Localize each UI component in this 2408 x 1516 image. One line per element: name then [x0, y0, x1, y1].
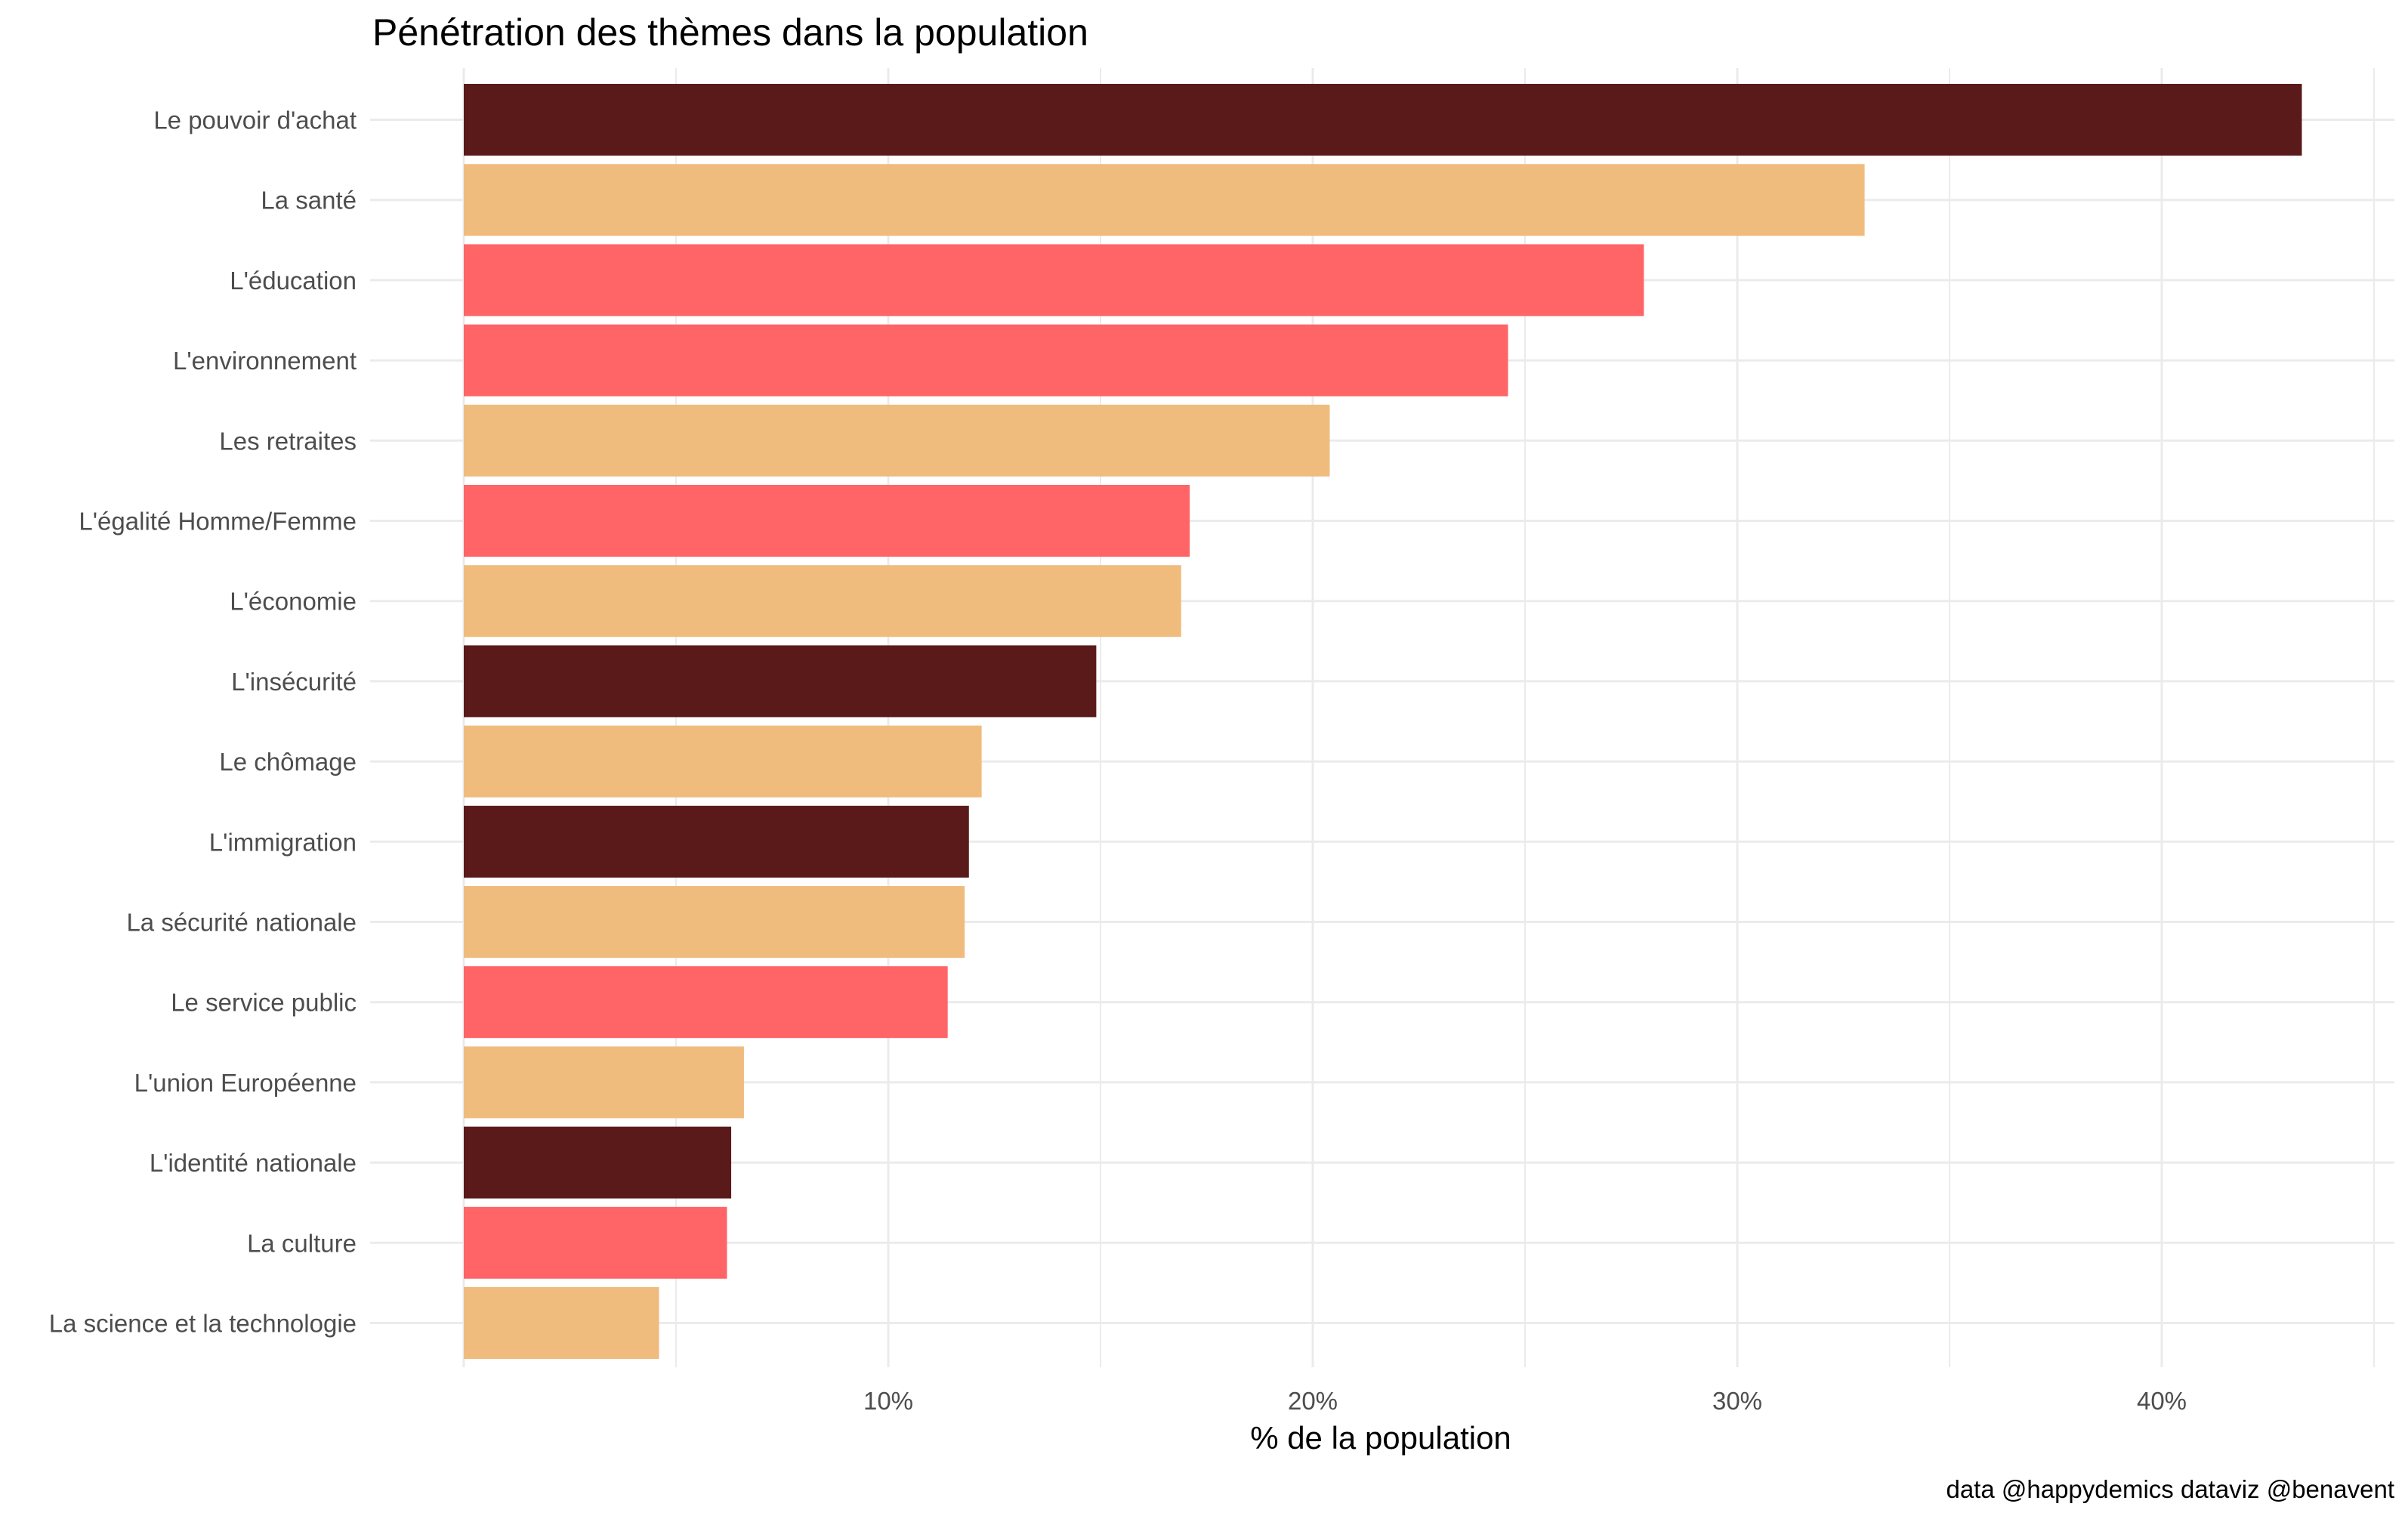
category-label: Le pouvoir d'achat [153, 107, 357, 134]
category-label: L'égalité Homme/Femme [79, 508, 357, 536]
x-tick-label: 30% [1712, 1387, 1762, 1415]
category-label: L'éducation [230, 267, 357, 295]
bar [464, 645, 1097, 718]
category-label: Les retraites [219, 427, 357, 455]
x-tick-label: 40% [2137, 1387, 2187, 1415]
category-labels: Le pouvoir d'achat La santé L'éducation L'e… [49, 107, 357, 1338]
bar [464, 565, 1181, 638]
category-label: L'immigration [209, 828, 357, 856]
x-tick-label: 10% [863, 1387, 913, 1415]
bar [464, 244, 1644, 316]
category-label: L'identité nationale [150, 1149, 357, 1177]
bar [464, 966, 948, 1039]
chart-title: Pénétration des thèmes dans la populatio… [372, 11, 1088, 54]
bar [464, 485, 1190, 557]
x-axis-label: % de la population [1250, 1420, 1511, 1456]
bar [464, 1287, 659, 1359]
category-label: La santé [261, 187, 357, 215]
caption: data @happydemics dataviz @benavent [1946, 1475, 2394, 1503]
bar [464, 84, 2302, 156]
bar [464, 324, 1508, 397]
bar [464, 164, 1865, 236]
category-label: L'union Européenne [134, 1069, 357, 1097]
bar [464, 725, 982, 798]
bar [464, 1046, 744, 1119]
category-label: La sécurité nationale [126, 909, 357, 937]
category-label: L'insécurité [231, 668, 357, 696]
x-tick-label: 20% [1288, 1387, 1338, 1415]
x-tick-labels: 10% 20% 30% 40% [863, 1387, 2187, 1415]
bar [464, 805, 969, 878]
bar [464, 886, 965, 958]
bars [464, 84, 2302, 1359]
category-label: La culture [247, 1229, 357, 1257]
category-label: Le chômage [219, 748, 357, 776]
category-label: La science et la technologie [49, 1310, 357, 1338]
category-label: Le service public [171, 989, 357, 1017]
category-label: L'économie [230, 588, 357, 616]
bar [464, 1126, 732, 1199]
category-label: L'environnement [173, 347, 357, 375]
bar [464, 1206, 727, 1279]
bar [464, 404, 1330, 477]
